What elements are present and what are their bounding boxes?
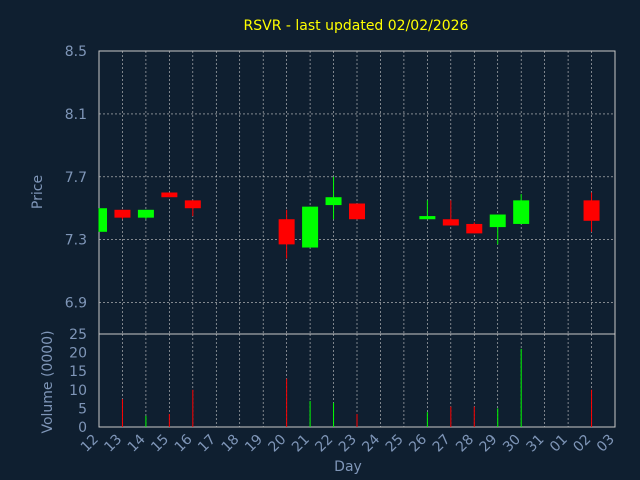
day-tick-label: 23 <box>336 432 360 456</box>
candle-body <box>278 219 295 245</box>
day-tick-label: 13 <box>101 432 125 456</box>
day-tick-label: 24 <box>359 431 383 455</box>
price-tick-label: 6.9 <box>65 296 87 312</box>
candle-body <box>489 214 506 228</box>
volume-tick-label: 10 <box>69 383 87 399</box>
candle-body <box>114 209 131 218</box>
day-tick-labels: 12 13 14 15 16 17 18 19 20 21 22 23 24 25 26 27 28 29 30 31… <box>78 431 618 455</box>
price-tick-label: 7.7 <box>65 170 87 186</box>
candle-body <box>442 219 459 226</box>
price-tick-label: 7.3 <box>65 233 87 249</box>
day-tick-label: 18 <box>219 432 243 456</box>
volume-axis-label: Volume (0000) <box>40 330 56 433</box>
day-tick-label: 26 <box>406 431 430 455</box>
x-axis-label: Day <box>334 459 362 475</box>
volume-tick-label: 0 <box>78 420 87 436</box>
day-tick-label: 02 <box>570 432 594 456</box>
day-tick-label: 19 <box>242 432 266 456</box>
price-axis-label: Price <box>30 175 46 209</box>
volume-tick-labels: 25 20 15 10 5 0 <box>69 327 87 436</box>
day-tick-label: 21 <box>289 432 313 456</box>
candle-body <box>99 208 107 232</box>
day-tick-label: 16 <box>172 431 196 455</box>
day-tick-label: 03 <box>594 432 618 456</box>
price-tick-labels: 8.5 8.1 7.7 7.3 6.9 <box>65 44 87 312</box>
day-tick-label: 15 <box>148 432 172 456</box>
day-tick-label: 25 <box>383 432 407 456</box>
day-tick-label: 30 <box>500 432 524 456</box>
volume-bars <box>121 348 593 427</box>
day-tick-label: 14 <box>125 431 149 455</box>
day-tick-label: 22 <box>312 432 336 456</box>
candle-body <box>583 200 600 221</box>
day-tick-label: 27 <box>430 432 454 456</box>
day-tick-label: 31 <box>524 432 548 456</box>
chart-title: RSVR - last updated 02/02/2026 <box>244 18 469 34</box>
volume-tick-label: 25 <box>69 327 87 343</box>
candle-body <box>466 223 483 234</box>
day-tick-label: 20 <box>266 432 290 456</box>
day-tick-label: 28 <box>453 432 477 456</box>
candle-body <box>137 209 154 218</box>
candles <box>98 176 600 259</box>
candle-body <box>513 200 530 224</box>
candle-body <box>184 200 201 209</box>
day-tick-label: 17 <box>195 432 219 456</box>
candle-body <box>325 197 342 206</box>
candle-body <box>302 206 319 248</box>
candle-body <box>161 192 178 198</box>
day-tick-label: 01 <box>547 432 571 456</box>
day-tick-label: 29 <box>477 432 501 456</box>
candle-body <box>349 203 365 220</box>
volume-tick-label: 20 <box>69 346 87 362</box>
price-tick-label: 8.5 <box>65 44 87 60</box>
price-tick-label: 8.1 <box>65 107 87 123</box>
candle-body <box>419 216 436 220</box>
volume-tick-label: 5 <box>78 401 87 417</box>
volume-tick-label: 15 <box>69 364 87 380</box>
